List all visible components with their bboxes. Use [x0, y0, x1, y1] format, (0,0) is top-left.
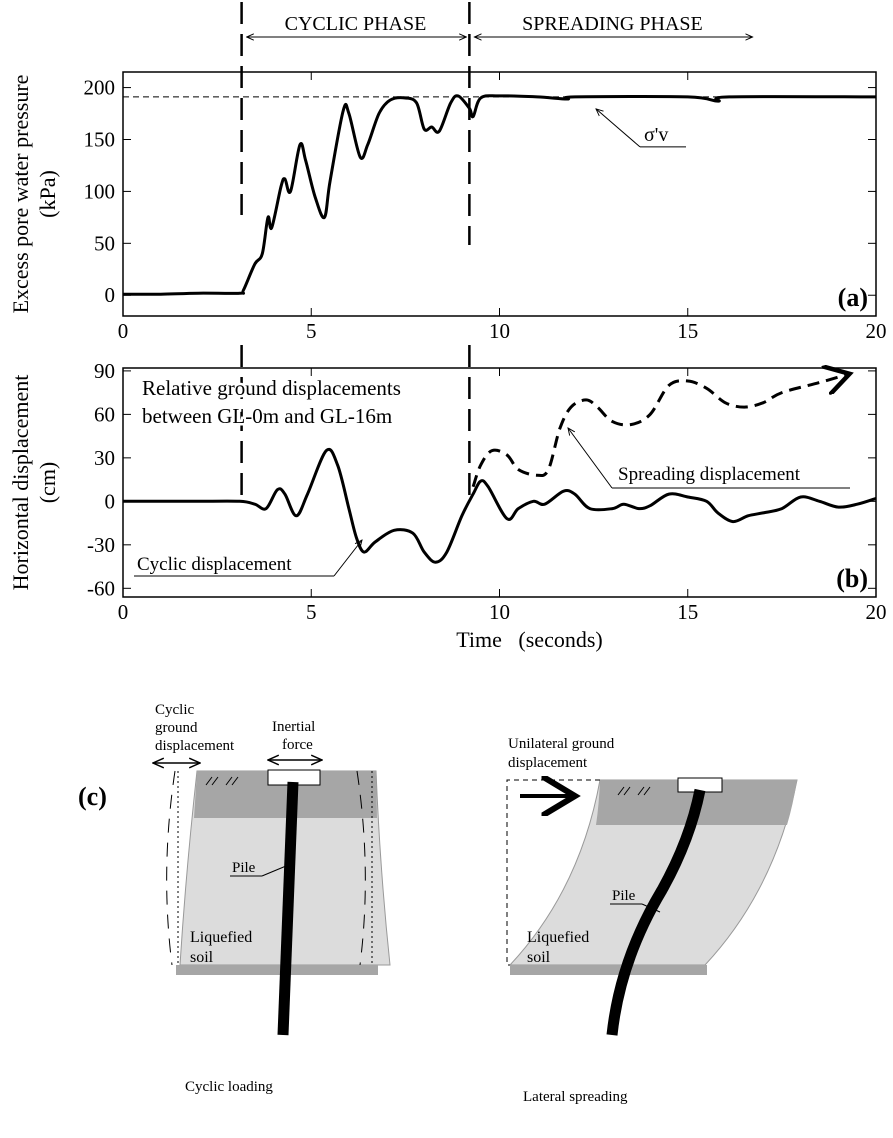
label: Pile — [232, 860, 256, 876]
data-line — [123, 447, 877, 564]
y-tick-label: 200 — [84, 76, 116, 100]
label: displacement — [155, 738, 235, 754]
crust — [194, 771, 377, 818]
phase-label: SPREADING PHASE — [522, 13, 703, 35]
footing — [267, 769, 321, 786]
diagram: (c) Cyclic ground displacement Inertial … — [78, 702, 798, 1105]
y-tick-label: -30 — [87, 533, 115, 557]
caption: Lateral spreading — [523, 1089, 628, 1105]
y-axis-label: (cm) — [35, 462, 60, 504]
deformed-outline — [356, 770, 366, 966]
x-tick-label: 5 — [306, 600, 317, 624]
x-tick-label: 0 — [118, 319, 129, 343]
reference-label: σ'v — [644, 124, 668, 146]
x-tick-label: 15 — [677, 319, 698, 343]
x-tick-label: 5 — [306, 319, 317, 343]
y-tick-label: 60 — [94, 402, 115, 426]
leader — [568, 428, 613, 489]
x-axis-label: Time (seconds) — [456, 627, 602, 652]
panel-label: (a) — [838, 283, 868, 312]
leader — [596, 109, 641, 148]
label: soil — [190, 949, 214, 966]
y-tick-label: 100 — [84, 179, 116, 203]
x-tick-label: 20 — [866, 600, 887, 624]
y-axis-label: (kPa) — [35, 170, 60, 218]
label: Liquefied — [190, 929, 252, 946]
label: Unilateral ground — [508, 736, 615, 752]
phase-label: CYCLIC PHASE — [285, 13, 427, 35]
plot-frame — [122, 71, 877, 317]
leader — [641, 903, 661, 913]
series-label: Spreading displacement — [618, 464, 801, 485]
base — [510, 965, 707, 975]
footing — [677, 777, 723, 793]
deformed-outline — [166, 770, 176, 966]
label: soil — [527, 949, 551, 966]
leader — [261, 865, 287, 877]
y-tick-label: 50 — [94, 231, 115, 255]
y-axis-label: Excess pore water pressure — [8, 75, 33, 314]
base — [176, 965, 378, 975]
series-label: Cyclic displacement — [137, 554, 292, 575]
x-tick-label: 0 — [118, 600, 129, 624]
hatch — [617, 786, 651, 796]
label: Inertial — [272, 719, 315, 735]
panel-label: (c) — [78, 782, 107, 811]
caption: Cyclic loading — [185, 1079, 273, 1095]
panel-label: (b) — [836, 564, 868, 593]
y-tick-label: 90 — [94, 359, 115, 383]
y-tick-label: 150 — [84, 127, 116, 151]
y-axis-label: Horizontal displacement — [8, 375, 33, 591]
label: ground — [155, 720, 198, 736]
data-line — [471, 374, 849, 488]
x-tick-label: 20 — [866, 319, 887, 343]
label: Pile — [612, 888, 636, 904]
label: Liquefied — [527, 929, 589, 946]
pile — [277, 781, 299, 1036]
y-tick-label: 30 — [94, 446, 115, 470]
x-tick-label: 15 — [677, 600, 698, 624]
label: displacement — [508, 755, 588, 771]
x-tick-label: 10 — [489, 600, 510, 624]
x-tick-label: 10 — [489, 319, 510, 343]
annotation: between GL-0m and GL-16m — [142, 404, 392, 428]
annotation: Relative ground displacements — [142, 376, 401, 400]
label: Cyclic — [155, 702, 194, 718]
pile — [606, 788, 706, 1036]
leader — [333, 540, 362, 577]
y-tick-label: -60 — [87, 576, 115, 600]
label: force — [282, 737, 313, 753]
y-tick-label: 0 — [105, 283, 116, 307]
hatch — [205, 776, 239, 786]
y-tick-label: 0 — [105, 489, 116, 513]
data-line — [122, 94, 877, 296]
